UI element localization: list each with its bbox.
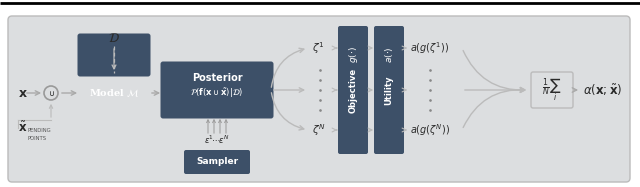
Text: $a(\cdot)$: $a(\cdot)$ — [383, 47, 395, 63]
Text: Objective: Objective — [349, 68, 358, 113]
Circle shape — [44, 86, 58, 100]
Text: POINTS: POINTS — [28, 136, 47, 140]
FancyBboxPatch shape — [374, 26, 404, 154]
Text: Posterior: Posterior — [192, 73, 243, 83]
FancyBboxPatch shape — [338, 26, 368, 154]
FancyBboxPatch shape — [184, 150, 250, 174]
Text: $\frac{1}{N}\sum_i$: $\frac{1}{N}\sum_i$ — [542, 77, 562, 103]
Text: $g(\cdot)$: $g(\cdot)$ — [346, 47, 360, 63]
FancyBboxPatch shape — [8, 16, 630, 182]
Text: $\zeta^1$: $\zeta^1$ — [312, 40, 324, 56]
FancyBboxPatch shape — [77, 33, 150, 76]
Text: Utility: Utility — [385, 75, 394, 105]
Text: Sampler: Sampler — [196, 157, 238, 166]
FancyBboxPatch shape — [531, 72, 573, 108]
Text: $\zeta^N$: $\zeta^N$ — [312, 122, 326, 138]
FancyBboxPatch shape — [161, 62, 273, 119]
Text: PENDING: PENDING — [28, 128, 52, 134]
Text: $\tilde{\mathbf{x}}$: $\tilde{\mathbf{x}}$ — [18, 121, 28, 135]
Text: $\mathcal{P}(\mathbf{f}(\mathbf{x}\cup\tilde{\mathbf{x}})|\mathcal{D})$: $\mathcal{P}(\mathbf{f}(\mathbf{x}\cup\t… — [190, 86, 244, 100]
Text: $\alpha(\mathbf{x};\tilde{\mathbf{x}})$: $\alpha(\mathbf{x};\tilde{\mathbf{x}})$ — [583, 82, 622, 98]
Text: $a(g(\zeta^N))$: $a(g(\zeta^N))$ — [410, 122, 450, 138]
Text: $a(g(\zeta^1))$: $a(g(\zeta^1))$ — [410, 40, 449, 56]
Text: Model $\mathcal{M}$: Model $\mathcal{M}$ — [89, 87, 140, 99]
Text: $\cup$: $\cup$ — [47, 88, 54, 97]
Text: $\mathbf{x}$: $\mathbf{x}$ — [18, 87, 28, 99]
Text: $\mathcal{D}$: $\mathcal{D}$ — [108, 31, 120, 45]
Text: $\epsilon^1\!\cdots\!\epsilon^N$: $\epsilon^1\!\cdots\!\epsilon^N$ — [204, 134, 230, 146]
